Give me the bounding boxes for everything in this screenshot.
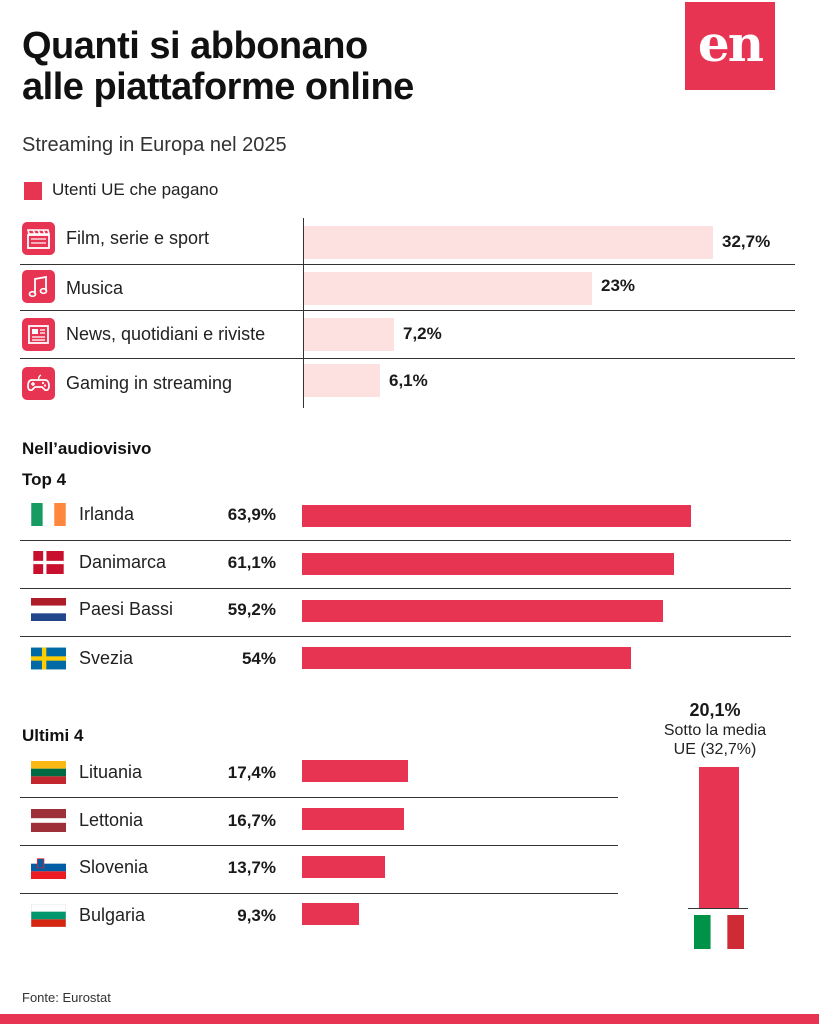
country-label-slovenia: Slovenia — [79, 857, 149, 877]
value-label-news: 7,2% — [403, 324, 442, 343]
value-label-danimarca: 61,1% — [227, 553, 276, 572]
value-label-gaming: 6,1% — [389, 371, 428, 390]
bar-gaming — [304, 364, 380, 397]
bar-lituania — [302, 760, 408, 782]
bar-irlanda — [302, 505, 691, 527]
gamepad-icon — [22, 367, 55, 400]
category-label-news: News, quotidiani e riviste — [66, 324, 266, 344]
category-label-gaming: Gaming in streaming — [66, 373, 233, 393]
bar-svezia — [302, 647, 631, 669]
country-label-irlanda: Irlanda — [79, 504, 135, 524]
bar-danimarca — [302, 553, 674, 575]
bar-film — [304, 226, 713, 259]
value-label-bulgaria: 9,3% — [237, 906, 276, 925]
bar-bulgaria — [302, 903, 359, 925]
value-label-musica: 23% — [601, 276, 636, 295]
row-divider — [20, 893, 618, 894]
value-label-irlanda: 63,9% — [227, 505, 276, 524]
category-label-film: Film, serie e sport — [66, 228, 210, 248]
value-label-lituania: 17,4% — [227, 763, 276, 782]
value-label-slovenia: 13,7% — [227, 858, 276, 877]
row-divider — [20, 358, 795, 359]
group-label-ultimi: Ultimi 4 — [22, 726, 84, 745]
row-divider — [20, 845, 618, 846]
group-label-top: Top 4 — [22, 470, 67, 489]
country-label-bulgaria: Bulgaria — [79, 905, 146, 925]
row-divider — [20, 310, 795, 311]
value-label-italia: 20,1% — [689, 700, 741, 720]
category-axis — [303, 218, 304, 408]
row-divider — [20, 540, 791, 541]
section-title-audiovisivo: Nell’audiovisivo — [22, 439, 152, 458]
flag-denmark-icon — [31, 551, 66, 574]
flag-slovenia-icon — [31, 856, 66, 879]
bar-news — [304, 318, 394, 351]
music-note-icon — [22, 270, 55, 303]
row-divider — [20, 636, 791, 637]
flag-netherlands-icon — [31, 598, 66, 621]
bar-lettonia — [302, 808, 404, 830]
flag-italy-icon — [694, 915, 744, 949]
italia-baseline — [688, 908, 748, 909]
row-divider — [20, 588, 791, 589]
subtitle: Streaming in Europa nel 2025 — [22, 134, 287, 156]
value-label-paesi-bassi: 59,2% — [227, 600, 276, 619]
bar-italia — [699, 767, 739, 908]
italia-note: Sotto la media UE (32,7%) — [663, 722, 767, 758]
flag-latvia-icon — [31, 809, 66, 832]
bar-musica — [304, 272, 592, 305]
bar-slovenia — [302, 856, 385, 878]
flag-sweden-icon — [31, 647, 66, 670]
country-label-paesi-bassi: Paesi Bassi — [79, 599, 174, 619]
source-note: Fonte: Eurostat — [22, 990, 111, 1005]
footer-bar — [0, 1014, 819, 1024]
bar-paesi-bassi — [302, 600, 663, 622]
page-title: Quanti si abbonano alle piattaforme onlin… — [22, 25, 414, 108]
legend-swatch — [24, 182, 42, 200]
row-divider — [20, 264, 795, 265]
value-label-film: 32,7% — [722, 232, 771, 251]
country-label-danimarca: Danimarca — [79, 552, 167, 572]
country-label-lettonia: Lettonia — [79, 810, 144, 830]
flag-lithuania-icon — [31, 761, 66, 784]
legend-label: Utenti UE che pagano — [52, 180, 219, 199]
newspaper-icon — [22, 318, 55, 351]
flag-ireland-icon — [31, 503, 66, 526]
value-label-svezia: 54% — [241, 649, 276, 668]
country-label-svezia: Svezia — [79, 648, 134, 668]
row-divider — [20, 797, 618, 798]
category-label-musica: Musica — [66, 278, 124, 298]
value-label-lettonia: 16,7% — [227, 811, 276, 830]
brand-logo: en — [685, 2, 775, 90]
country-label-lituania: Lituania — [79, 762, 143, 782]
flag-bulgaria-icon — [31, 904, 66, 927]
clapperboard-icon — [22, 222, 55, 255]
